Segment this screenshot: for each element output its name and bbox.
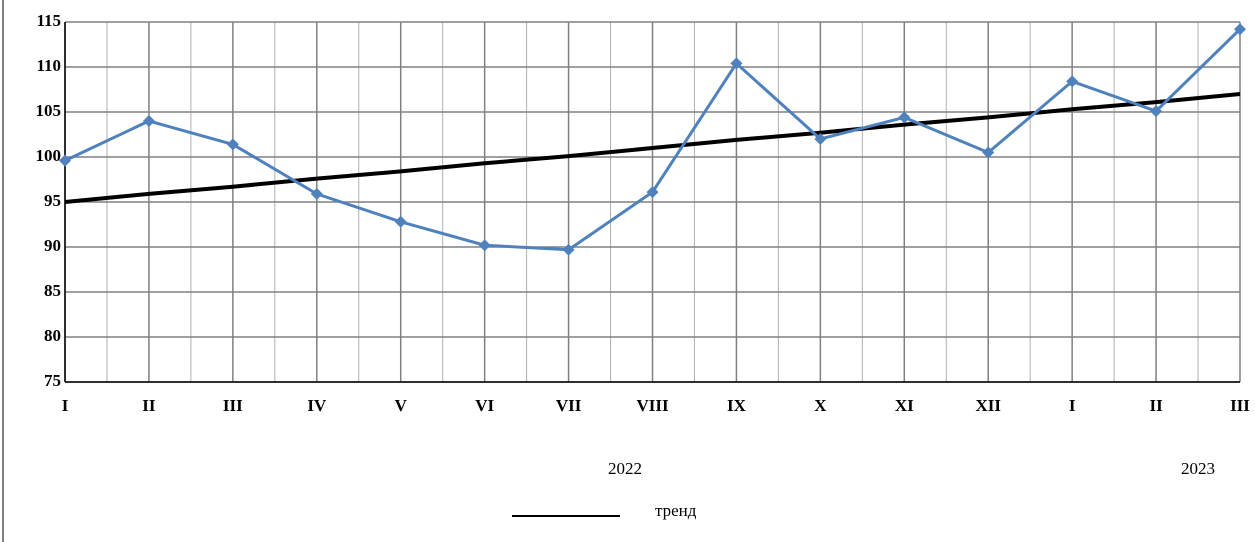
data-point [1234, 23, 1246, 36]
data-point [982, 146, 995, 159]
y-tick-label: 115 [36, 11, 61, 30]
x-tick-label: III [1230, 396, 1250, 415]
x-tick-label: XI [895, 396, 914, 415]
x-tick-label: II [1149, 396, 1163, 415]
y-tick-label: 105 [36, 101, 62, 120]
x-tick-label: XII [975, 396, 1001, 415]
y-tick-label: 75 [44, 371, 61, 390]
x-tick-label: I [62, 396, 69, 415]
data-point [1150, 105, 1163, 118]
x-tick-label: VI [475, 396, 494, 415]
year-label: 2023 [1181, 459, 1215, 478]
legend-label: тренд [655, 501, 697, 520]
data-point [898, 111, 911, 124]
data-point [1066, 75, 1079, 88]
year-label: 2022 [608, 459, 642, 478]
data-point [478, 239, 491, 252]
x-tick-label: IV [307, 396, 327, 415]
data-point [394, 215, 407, 228]
data-point [142, 115, 155, 127]
x-tick-label: IX [727, 396, 747, 415]
y-tick-label: 100 [36, 146, 62, 165]
data-point [646, 186, 659, 199]
x-tick-label: VIII [636, 396, 669, 415]
y-tick-label: 95 [44, 191, 61, 210]
data-point [226, 138, 239, 151]
x-tick-label: I [1069, 396, 1076, 415]
y-tick-label: 85 [44, 281, 61, 300]
x-tick-label: VII [556, 396, 582, 415]
y-tick-label: 80 [44, 326, 61, 345]
y-tick-label: 90 [44, 236, 61, 255]
x-tick-label: X [814, 396, 827, 415]
y-tick-label: 110 [36, 56, 61, 75]
x-tick-label: II [142, 396, 156, 415]
data-point [814, 133, 827, 145]
x-tick-label: III [223, 396, 243, 415]
data-point [310, 187, 323, 200]
data-point [562, 243, 575, 256]
trend-line [64, 92, 1241, 204]
data-point [730, 57, 743, 70]
data-point [59, 154, 71, 167]
x-tick-label: V [395, 396, 408, 415]
